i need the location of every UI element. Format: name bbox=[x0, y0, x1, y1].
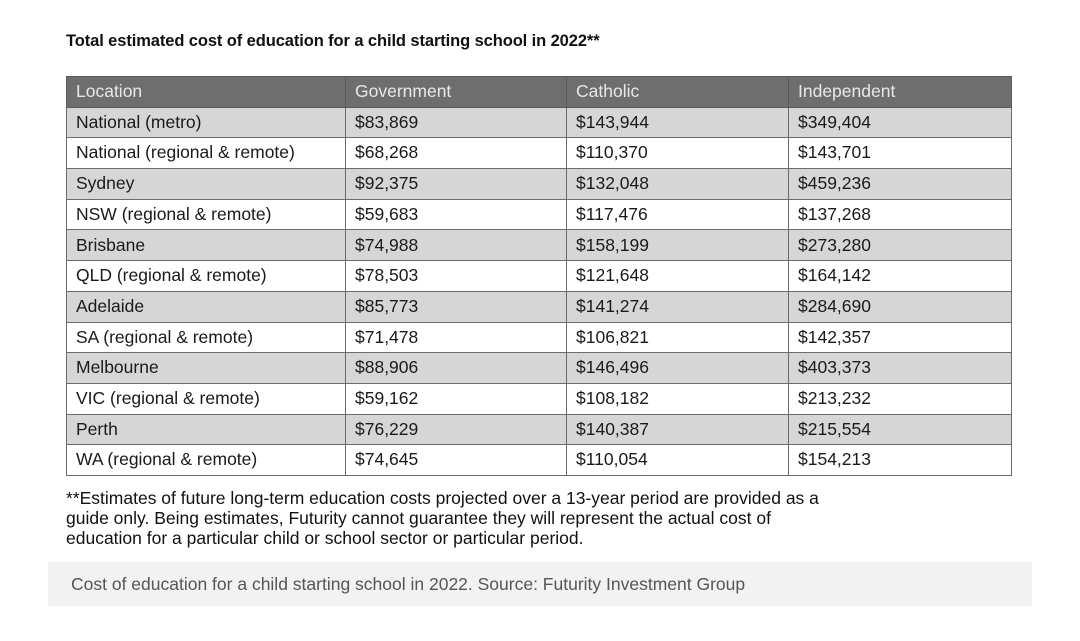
table-row: VIC (regional & remote) $59,162 $108,182 $2… bbox=[66, 382, 1012, 415]
cell-independent: $215,554 bbox=[788, 413, 1012, 446]
cell-catholic: $158,199 bbox=[566, 229, 789, 262]
table-row: National (metro) $83,869 $143,944 $349,404 bbox=[66, 106, 1012, 139]
cell-location: NSW (regional & remote) bbox=[66, 198, 346, 231]
cell-government: $78,503 bbox=[345, 260, 567, 292]
cell-independent: $164,142 bbox=[788, 260, 1012, 292]
cell-government: $85,773 bbox=[345, 290, 567, 323]
cell-government: $59,162 bbox=[345, 382, 567, 415]
cell-location: Perth bbox=[66, 413, 346, 446]
table-row: Melbourne $88,906 $146,496 $403,373 bbox=[66, 352, 1012, 384]
table-row: WA (regional & remote) $74,645 $110,054 $15… bbox=[66, 444, 1012, 476]
cell-location: SA (regional & remote) bbox=[66, 321, 346, 354]
cell-independent: $142,357 bbox=[788, 321, 1012, 354]
cell-location: WA (regional & remote) bbox=[66, 444, 346, 476]
cell-location: QLD (regional & remote) bbox=[66, 260, 346, 292]
column-header-location: Location bbox=[66, 76, 346, 108]
cell-location: Sydney bbox=[66, 168, 346, 200]
table-body: National (metro) $83,869 $143,944 $349,404 N… bbox=[66, 106, 1012, 476]
cell-government: $59,683 bbox=[345, 198, 567, 231]
cell-catholic: $121,648 bbox=[566, 260, 789, 292]
column-header-government: Government bbox=[345, 76, 567, 108]
footnote: **Estimates of future long-term educatio… bbox=[66, 488, 966, 548]
cell-independent: $213,232 bbox=[788, 382, 1012, 415]
cell-government: $74,645 bbox=[345, 444, 567, 476]
cell-independent: $154,213 bbox=[788, 444, 1012, 476]
footnote-line: guide only. Being estimates, Futurity ca… bbox=[66, 508, 771, 528]
cell-catholic: $140,387 bbox=[566, 413, 789, 446]
cell-catholic: $132,048 bbox=[566, 168, 789, 200]
cell-location: Adelaide bbox=[66, 290, 346, 323]
cell-independent: $137,268 bbox=[788, 198, 1012, 231]
footnote-line: education for a particular child or scho… bbox=[66, 528, 584, 548]
cell-catholic: $106,821 bbox=[566, 321, 789, 354]
cell-government: $83,869 bbox=[345, 106, 567, 139]
cell-location: VIC (regional & remote) bbox=[66, 382, 346, 415]
cell-independent: $273,280 bbox=[788, 229, 1012, 262]
cell-government: $92,375 bbox=[345, 168, 567, 200]
table-row: SA (regional & remote) $71,478 $106,821 $14… bbox=[66, 321, 1012, 354]
cell-catholic: $110,370 bbox=[566, 137, 789, 170]
column-header-independent: Independent bbox=[788, 76, 1012, 108]
table-row: Sydney $92,375 $132,048 $459,236 bbox=[66, 168, 1012, 200]
table-title: Total estimated cost of education for a … bbox=[66, 32, 600, 50]
cell-government: $74,988 bbox=[345, 229, 567, 262]
cell-catholic: $141,274 bbox=[566, 290, 789, 323]
cell-government: $88,906 bbox=[345, 352, 567, 384]
cell-independent: $403,373 bbox=[788, 352, 1012, 384]
cell-independent: $284,690 bbox=[788, 290, 1012, 323]
caption-text: Cost of education for a child starting s… bbox=[71, 574, 746, 594]
column-header-catholic: Catholic bbox=[566, 76, 789, 108]
image-caption: Cost of education for a child starting s… bbox=[48, 562, 1032, 606]
cell-independent: $143,701 bbox=[788, 137, 1012, 170]
cell-independent: $349,404 bbox=[788, 106, 1012, 139]
cell-location: Melbourne bbox=[66, 352, 346, 384]
table-row: NSW (regional & remote) $59,683 $117,476 $1… bbox=[66, 198, 1012, 231]
cell-catholic: $146,496 bbox=[566, 352, 789, 384]
table-row: Perth $76,229 $140,387 $215,554 bbox=[66, 413, 1012, 446]
footnote-line: **Estimates of future long-term educatio… bbox=[66, 488, 819, 508]
cell-independent: $459,236 bbox=[788, 168, 1012, 200]
cell-catholic: $143,944 bbox=[566, 106, 789, 139]
cell-location: National (regional & remote) bbox=[66, 137, 346, 170]
cell-location: National (metro) bbox=[66, 106, 346, 139]
figure: Total estimated cost of education for a … bbox=[48, 0, 1032, 606]
cell-catholic: $117,476 bbox=[566, 198, 789, 231]
table-row: Adelaide $85,773 $141,274 $284,690 bbox=[66, 290, 1012, 323]
table-row: National (regional & remote) $68,268 $110,… bbox=[66, 137, 1012, 170]
cost-table: Location Government Catholic Independent… bbox=[66, 76, 1012, 476]
table-row: Brisbane $74,988 $158,199 $273,280 bbox=[66, 229, 1012, 262]
cell-government: $76,229 bbox=[345, 413, 567, 446]
cell-catholic: $108,182 bbox=[566, 382, 789, 415]
cell-location: Brisbane bbox=[66, 229, 346, 262]
table-row: QLD (regional & remote) $78,503 $121,648 $1… bbox=[66, 260, 1012, 292]
cell-catholic: $110,054 bbox=[566, 444, 789, 476]
table-header-row: Location Government Catholic Independent bbox=[66, 76, 1012, 108]
cell-government: $68,268 bbox=[345, 137, 567, 170]
cell-government: $71,478 bbox=[345, 321, 567, 354]
